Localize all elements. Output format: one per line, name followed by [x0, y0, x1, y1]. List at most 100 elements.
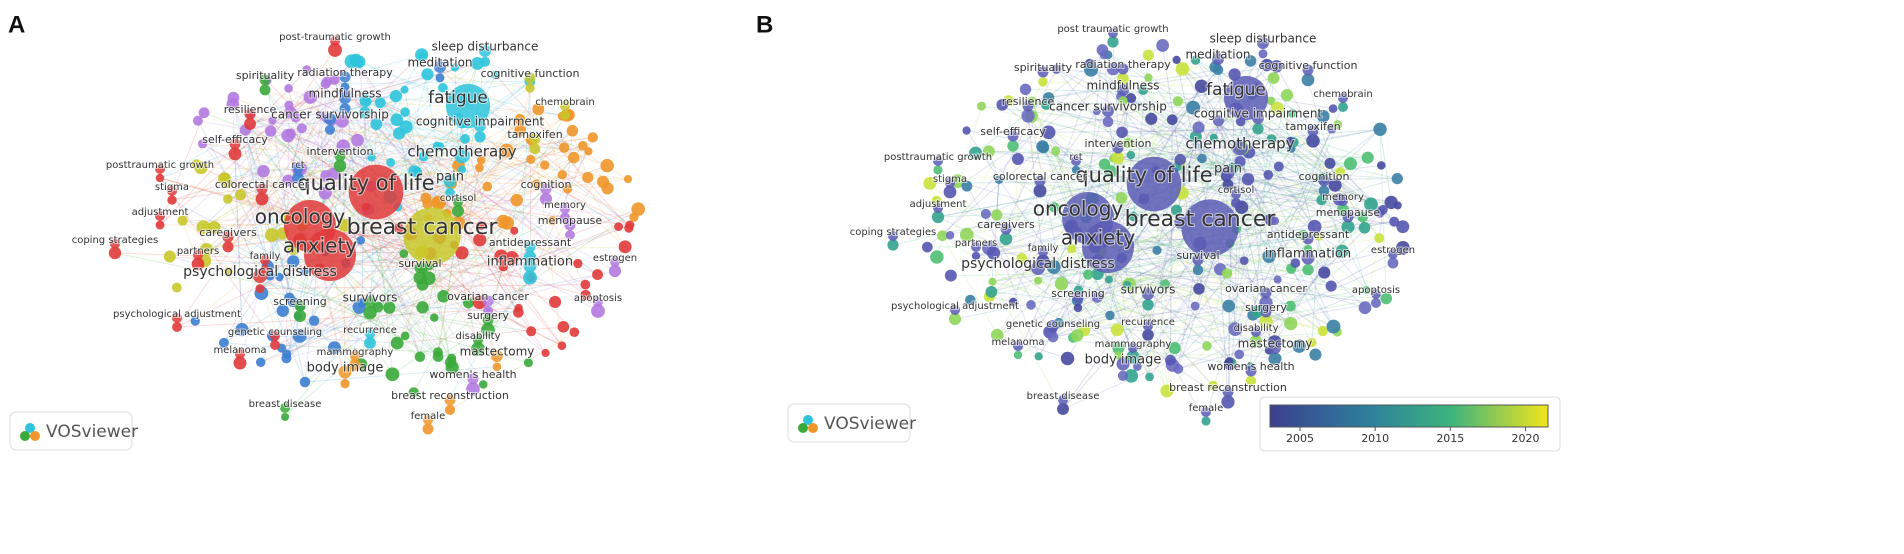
node-hub	[1112, 142, 1124, 154]
edge	[1008, 100, 1345, 200]
node-label: psychological distress	[183, 264, 337, 280]
node	[1228, 68, 1241, 81]
edge	[227, 130, 272, 200]
edge	[1122, 100, 1367, 291]
edge	[989, 53, 1264, 297]
node	[1165, 354, 1176, 366]
edge	[1113, 140, 1291, 159]
node-hub	[482, 314, 494, 326]
node	[1128, 211, 1138, 222]
node-hub	[348, 164, 404, 220]
node	[1192, 121, 1205, 134]
edge	[1132, 314, 1253, 358]
edge	[1169, 119, 1173, 361]
edge	[1062, 262, 1394, 410]
edge	[1091, 198, 1292, 325]
edge	[992, 281, 1111, 316]
edge	[334, 79, 466, 140]
node-label: disability	[1234, 323, 1279, 334]
node-label: stigma	[933, 174, 967, 185]
node	[1361, 151, 1374, 164]
node	[996, 98, 1009, 111]
node-label: mindfulness	[1087, 79, 1160, 93]
edge	[1017, 128, 1381, 160]
node-hub	[523, 259, 537, 273]
node	[1221, 268, 1233, 279]
node	[1126, 150, 1136, 160]
node	[541, 348, 550, 358]
edge	[537, 108, 626, 248]
edge	[1129, 283, 1387, 300]
node-hub	[1181, 199, 1239, 257]
node-hub	[253, 269, 267, 283]
node	[994, 175, 1004, 185]
node-hub	[1232, 140, 1248, 156]
edge	[996, 179, 1000, 216]
node-label: genetic counseling	[1006, 319, 1100, 330]
node-hub	[1302, 233, 1314, 245]
node-label: quality of life	[297, 171, 434, 195]
node	[1115, 192, 1128, 204]
node	[498, 261, 508, 272]
edge	[228, 111, 406, 272]
edge	[992, 221, 1395, 283]
node-hub	[403, 207, 461, 265]
node	[299, 376, 311, 388]
node	[374, 97, 386, 109]
node	[1316, 195, 1327, 206]
node-label: partners	[955, 238, 997, 249]
edge	[228, 169, 300, 272]
edge	[367, 209, 398, 344]
node	[1190, 301, 1200, 311]
node	[1262, 249, 1276, 263]
node	[1396, 240, 1410, 255]
edge	[250, 73, 428, 115]
node-label: rct	[1069, 152, 1082, 163]
node	[264, 228, 279, 242]
node	[1341, 220, 1355, 234]
node-label: sleep disturbance	[432, 40, 539, 54]
edge	[1099, 59, 1196, 251]
node	[496, 214, 511, 229]
edge	[367, 209, 421, 357]
node	[1073, 303, 1083, 313]
edge	[453, 130, 573, 246]
edge	[1178, 341, 1275, 370]
node	[364, 337, 376, 349]
edge	[937, 216, 1208, 347]
node	[614, 222, 623, 232]
node	[1051, 64, 1062, 74]
edge	[1097, 260, 1229, 403]
node	[339, 103, 351, 115]
node	[466, 382, 480, 396]
node-label: meditation	[1185, 48, 1250, 62]
edge	[1364, 237, 1380, 308]
edge	[1025, 88, 1253, 97]
node-label: cognitive impairment	[1194, 107, 1323, 121]
node	[171, 282, 182, 293]
node	[282, 349, 292, 359]
node-hub	[1108, 28, 1118, 38]
edge	[234, 153, 448, 214]
edge	[1256, 124, 1339, 313]
node	[580, 289, 591, 301]
node	[191, 159, 201, 169]
node	[393, 223, 404, 234]
node	[155, 173, 165, 183]
edge	[1294, 226, 1316, 264]
node-hub	[1307, 125, 1319, 137]
node	[400, 85, 409, 94]
edge	[1056, 68, 1384, 211]
node	[988, 277, 997, 286]
node	[1008, 297, 1018, 307]
node	[1252, 123, 1264, 135]
node	[190, 316, 200, 326]
node	[584, 147, 593, 156]
node	[557, 320, 570, 333]
node-label: spirituality	[1014, 61, 1073, 74]
edge	[324, 87, 444, 194]
edge	[1051, 222, 1181, 327]
node	[565, 230, 575, 240]
node	[390, 113, 404, 127]
node-hub	[1117, 63, 1129, 75]
